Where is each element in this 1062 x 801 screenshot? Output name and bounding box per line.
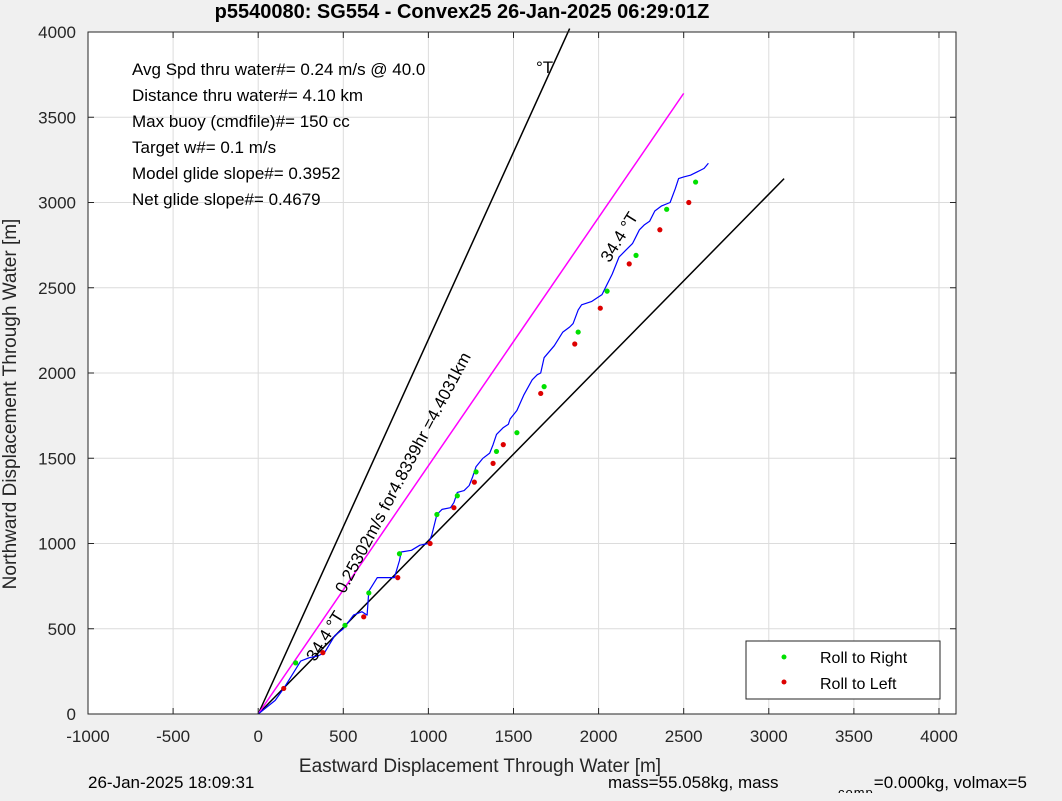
y-tick-label: 3500 [38, 108, 76, 127]
roll-right-point [514, 430, 520, 436]
track-series [257, 162, 709, 715]
roll-right-point [541, 384, 547, 390]
roll-left-point [490, 460, 496, 466]
x-axis-label: Eastward Displacement Through Water [m] [299, 756, 661, 777]
info-line-max-buoy: Max buoy (cmdfile)#= 150 cc [132, 112, 350, 131]
roll-right-point [342, 622, 348, 628]
y-tick-label: 1500 [38, 449, 76, 468]
footer-comp-subscript: comp [838, 785, 874, 793]
roll-right-point [604, 288, 610, 294]
roll-right-point [575, 329, 581, 335]
roll-left-point [471, 479, 477, 485]
x-tick-label: 2000 [580, 727, 618, 746]
roll-right-point [434, 511, 440, 518]
y-tick-label: 2500 [38, 279, 76, 298]
roll-left-point [451, 505, 457, 511]
roll-left-point [281, 685, 287, 692]
roll-markers [281, 179, 699, 692]
x-tick-label: 3000 [750, 727, 788, 746]
roll-left-point [427, 540, 433, 547]
footer-comp: comp=0.000kg, volmax=5 [838, 773, 1062, 793]
y-tick-label: 2000 [38, 364, 76, 383]
track-line [257, 162, 709, 715]
roll-left-point [657, 227, 663, 233]
x-tick-label: 0 [253, 727, 262, 746]
roll-left-point [597, 305, 603, 311]
roll-left-point [320, 650, 326, 656]
y-tick-label: 4000 [38, 23, 76, 42]
y-axis-label: Northward Displacement Through Water [m] [0, 219, 21, 590]
legend-label-roll-left: Roll to Left [820, 676, 897, 693]
info-text-block: Avg Spd thru water#= 0.24 m/s @ 40.0 °T … [132, 58, 553, 209]
roll-right-point [366, 590, 372, 596]
legend-marker-roll-left [781, 679, 787, 685]
info-line-net-glide: Net glide slope#= 0.4679 [132, 190, 321, 209]
roll-left-point [395, 575, 401, 581]
y-tick-label: 500 [48, 620, 76, 639]
roll-left-point [361, 614, 367, 620]
x-tick-label: 4000 [920, 727, 958, 746]
roll-left-point [626, 261, 632, 267]
footer-mass-text: mass=55.058kg, mass [608, 773, 779, 792]
roll-right-point [396, 551, 403, 557]
legend-box [745, 640, 941, 700]
roll-right-point [493, 448, 500, 455]
x-tick-label: 1500 [495, 727, 533, 746]
x-tick-label: 2500 [665, 727, 703, 746]
x-tick-label: -500 [156, 727, 190, 746]
roll-left-point [538, 390, 544, 397]
reference-line [257, 28, 571, 715]
legend: Roll to Right Roll to Left [745, 640, 941, 700]
roll-left-point [572, 341, 578, 347]
y-tick-label: 1000 [38, 535, 76, 554]
x-tick-label: 3500 [835, 727, 873, 746]
roll-right-point [633, 252, 639, 258]
y-tick-label: 3000 [38, 194, 76, 213]
axis-ticks: -1000 -500 0 500 1000 1500 2000 2500 3000 3500 400… [38, 23, 958, 746]
y-tick-label: 0 [67, 705, 76, 724]
x-tick-label: -1000 [66, 727, 109, 746]
roll-right-point [664, 206, 670, 212]
legend-label-roll-right: Roll to Right [820, 650, 908, 667]
info-line-avg-speed-unit: °T [536, 58, 553, 77]
roll-left-point [686, 199, 692, 206]
x-tick-label: 500 [329, 727, 357, 746]
roll-right-point [473, 469, 479, 475]
roll-right-point [454, 493, 460, 499]
roll-left-point [500, 442, 506, 448]
chart-title: p5540080: SG554 - Convex25 26-Jan-2025 0… [215, 1, 710, 23]
info-line-target-w: Target w#= 0.1 m/s [132, 138, 276, 157]
reference-line [257, 92, 685, 715]
footer-timestamp: 26-Jan-2025 18:09:31 [88, 773, 255, 792]
x-tick-label: 1000 [409, 727, 447, 746]
info-line-model-glide: Model glide slope#= 0.3952 [132, 164, 340, 183]
legend-marker-roll-right [781, 654, 787, 660]
roll-right-point [693, 179, 699, 185]
footer-mass: mass=55.058kg, mass [608, 773, 779, 793]
info-line-avg-speed: Avg Spd thru water#= 0.24 m/s @ 40.0 [132, 60, 425, 79]
roll-right-point [293, 660, 299, 666]
info-line-distance: Distance thru water#= 4.10 km [132, 86, 363, 105]
footer-comp-text: =0.000kg, volmax=5 [873, 773, 1027, 792]
